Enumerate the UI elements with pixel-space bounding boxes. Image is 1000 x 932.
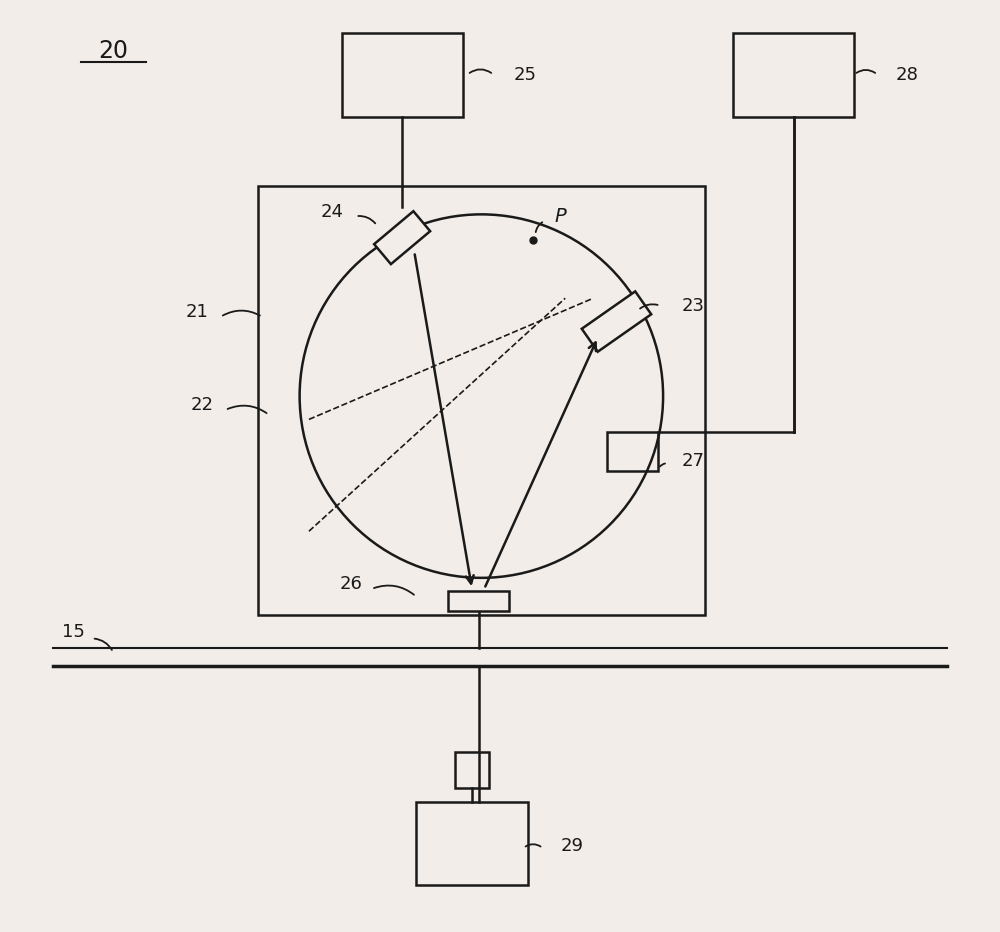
Bar [455, 752, 489, 788]
Text: 27: 27 [682, 452, 705, 471]
Polygon shape [374, 212, 430, 264]
Text: 28: 28 [896, 65, 919, 84]
Text: 21: 21 [186, 303, 209, 322]
Text: P: P [554, 207, 566, 226]
Text: 20: 20 [98, 39, 128, 63]
Text: 15: 15 [62, 623, 85, 641]
Bar [342, 33, 463, 116]
Text: 22: 22 [190, 396, 213, 415]
Text: 23: 23 [682, 296, 705, 315]
Text: 24: 24 [321, 202, 344, 221]
Bar [733, 33, 854, 116]
Polygon shape [582, 292, 651, 351]
Bar [258, 186, 705, 615]
Bar [448, 591, 509, 611]
Text: 29: 29 [561, 837, 584, 856]
Text: 25: 25 [514, 65, 537, 84]
Bar [416, 802, 528, 885]
Bar [607, 432, 658, 471]
Text: 26: 26 [339, 575, 362, 594]
